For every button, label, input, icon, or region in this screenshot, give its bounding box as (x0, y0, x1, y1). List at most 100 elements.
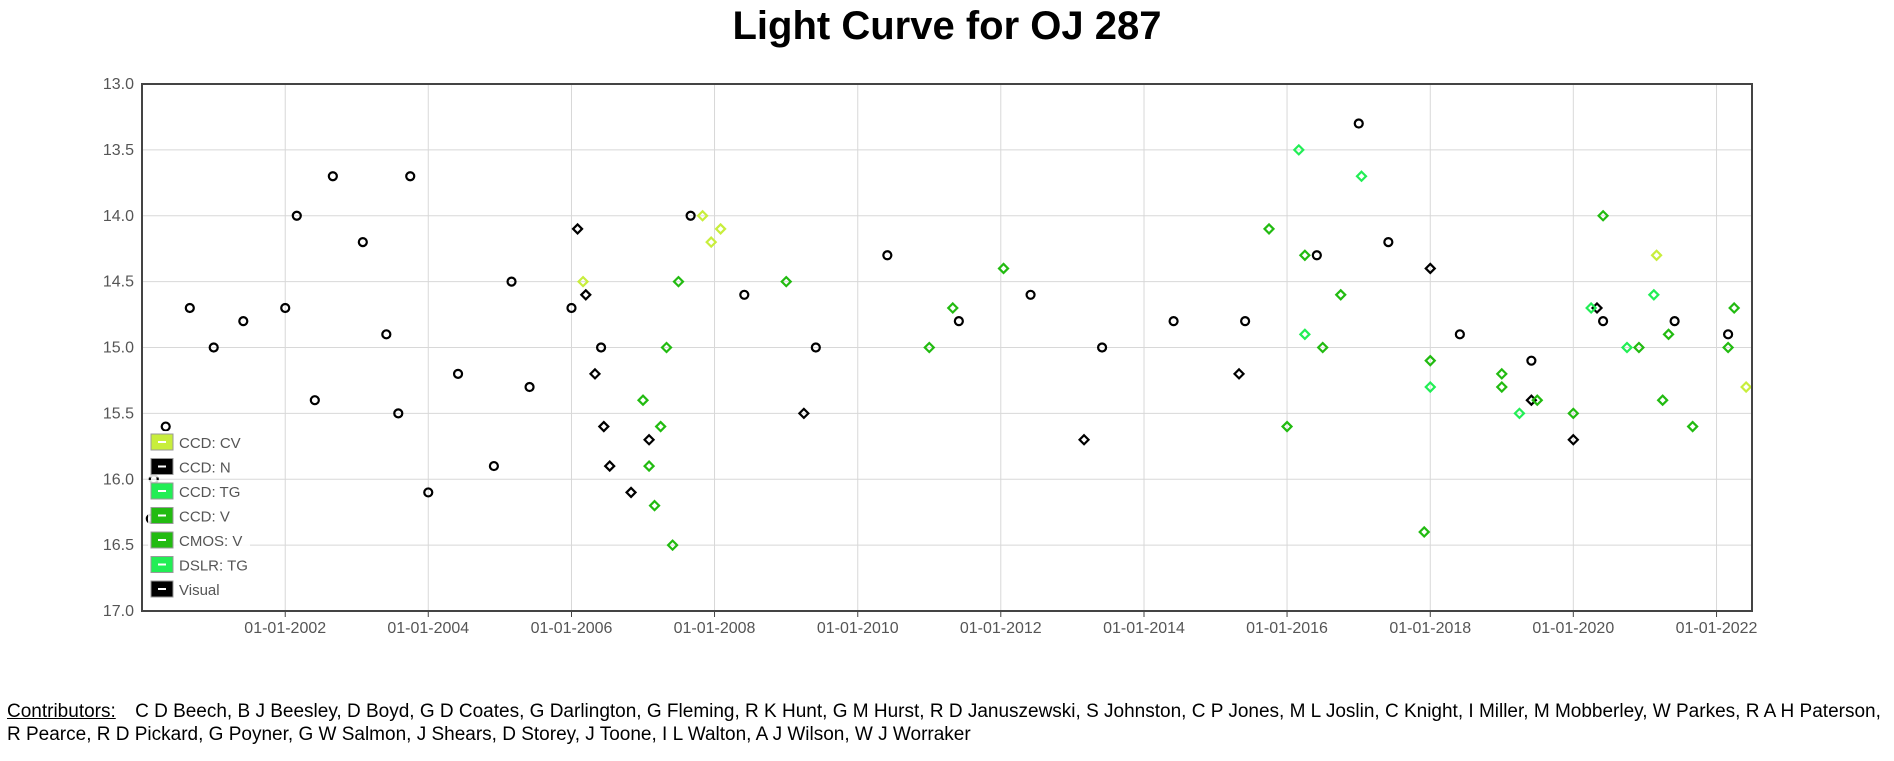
point-ccd-v[interactable] (780, 275, 793, 288)
point-ccd-tg[interactable] (1424, 380, 1437, 394)
point-ccd-v[interactable] (660, 341, 673, 354)
point-visual[interactable] (566, 302, 577, 314)
point-visual[interactable] (488, 460, 499, 472)
point-visual[interactable] (1722, 329, 1734, 340)
legend-item-ccd-tg[interactable]: CCD: TG (148, 480, 250, 502)
point-ccd-v[interactable] (1531, 394, 1544, 407)
point-visual[interactable] (327, 171, 338, 182)
point-visual[interactable] (685, 210, 696, 221)
point-visual[interactable] (810, 342, 821, 353)
point-ccd-v[interactable] (666, 539, 679, 552)
point-ccd-n[interactable] (579, 288, 592, 301)
point-visual[interactable] (1096, 342, 1108, 353)
point-ccd-v[interactable] (636, 394, 650, 407)
point-ccd-cv[interactable] (696, 209, 709, 222)
point-visual[interactable] (184, 302, 195, 314)
point-ccd-v[interactable] (654, 420, 667, 433)
point-visual[interactable] (381, 329, 392, 340)
point-visual[interactable] (423, 487, 434, 498)
point-visual[interactable] (238, 316, 249, 327)
point-visual[interactable] (309, 395, 320, 406)
point-ccd-tg[interactable] (1585, 301, 1598, 315)
point-ccd-v[interactable] (1316, 341, 1329, 354)
point-visual[interactable] (160, 421, 171, 432)
point-ccd-n[interactable] (643, 433, 656, 446)
point-ccd-v[interactable] (923, 341, 936, 354)
point-ccd-v[interactable] (1597, 209, 1610, 222)
point-visual[interactable] (405, 171, 416, 182)
legend-item-ccd-v[interactable]: CCD: V (148, 504, 250, 527)
point-ccd-v[interactable] (1632, 341, 1646, 354)
point-visual[interactable] (452, 368, 464, 379)
point-visual[interactable] (1353, 118, 1364, 129)
point-visual[interactable] (524, 381, 535, 393)
point-cmos-v[interactable] (1662, 328, 1675, 341)
point-visual[interactable] (953, 316, 964, 327)
point-ccd-v[interactable] (1262, 222, 1276, 235)
point-ccd-n[interactable] (597, 420, 610, 433)
x-tick-label: 01-01-2014 (1103, 620, 1185, 637)
point-ccd-v[interactable] (1298, 249, 1311, 262)
point-ccd-n[interactable] (1424, 262, 1437, 275)
point-visual[interactable] (506, 276, 517, 287)
point-visual[interactable] (1311, 250, 1322, 261)
point-ccd-cv[interactable] (705, 236, 718, 249)
legend[interactable]: CCD: CV CCD: N CCD: TG CCD: V CMOS: V DSLR: T… (148, 431, 250, 600)
legend-item-cmos-v[interactable]: CMOS: V (148, 529, 250, 551)
legend-item-ccd-n[interactable]: CCD: N (148, 455, 250, 478)
point-visual[interactable] (1669, 316, 1680, 327)
point-ccd-n[interactable] (624, 486, 638, 499)
point-ccd-tg[interactable] (1292, 143, 1305, 156)
point-visual[interactable] (1454, 329, 1465, 340)
point-cmos-v[interactable] (1495, 367, 1508, 380)
point-ccd-tg[interactable] (1298, 328, 1311, 341)
point-ccd-n[interactable] (1567, 433, 1580, 446)
point-visual[interactable] (1168, 316, 1179, 327)
point-ccd-v[interactable] (1656, 394, 1669, 407)
point-visual[interactable] (1597, 316, 1609, 327)
point-visual[interactable] (1240, 316, 1251, 327)
point-ccd-tg[interactable] (1647, 288, 1660, 301)
point-visual[interactable] (739, 289, 750, 300)
point-ccd-v[interactable] (1722, 341, 1735, 354)
point-ccd-v[interactable] (1686, 420, 1699, 433)
legend-item-ccd-cv[interactable]: CCD: CV (148, 431, 250, 453)
point-visual[interactable] (1383, 237, 1394, 248)
point-ccd-cv[interactable] (1650, 249, 1663, 262)
point-ccd-cv[interactable] (1740, 380, 1753, 394)
point-ccd-v[interactable] (1280, 420, 1294, 433)
legend-item-visual[interactable]: Visual (148, 578, 250, 600)
point-ccd-cv[interactable] (714, 222, 727, 235)
point-ccd-n[interactable] (588, 367, 602, 380)
point-visual[interactable] (1526, 355, 1537, 366)
point-visual[interactable] (882, 250, 893, 261)
point-visual[interactable] (291, 210, 302, 221)
point-dslr-tg[interactable] (1620, 341, 1634, 354)
point-ccd-n[interactable] (1078, 433, 1091, 446)
point-visual[interactable] (208, 342, 219, 353)
point-ccd-v[interactable] (946, 301, 959, 315)
point-ccd-v[interactable] (648, 499, 661, 512)
point-ccd-tg[interactable] (1355, 170, 1368, 183)
point-ccd-v[interactable] (1495, 380, 1508, 394)
point-visual[interactable] (393, 408, 404, 419)
point-ccd-v[interactable] (1424, 354, 1437, 367)
point-visual[interactable] (1025, 289, 1036, 300)
point-ccd-v[interactable] (997, 262, 1010, 275)
point-cmos-v[interactable] (1728, 301, 1741, 315)
point-ccd-v[interactable] (643, 460, 656, 473)
point-dslr-tg[interactable] (1513, 407, 1526, 420)
point-ccd-v[interactable] (1567, 407, 1580, 420)
point-ccd-v[interactable] (1418, 525, 1431, 539)
point-ccd-n[interactable] (797, 407, 810, 420)
point-visual[interactable] (280, 302, 291, 314)
point-ccd-cv[interactable] (576, 275, 590, 288)
legend-item-dslr-tg[interactable]: DSLR: TG (148, 553, 250, 576)
point-visual[interactable] (357, 237, 368, 248)
point-cmos-v[interactable] (1334, 288, 1347, 301)
point-ccd-v[interactable] (672, 275, 685, 288)
point-ccd-n[interactable] (571, 222, 584, 235)
point-ccd-n[interactable] (1232, 367, 1246, 380)
point-ccd-n[interactable] (603, 460, 616, 473)
point-visual[interactable] (595, 342, 607, 353)
